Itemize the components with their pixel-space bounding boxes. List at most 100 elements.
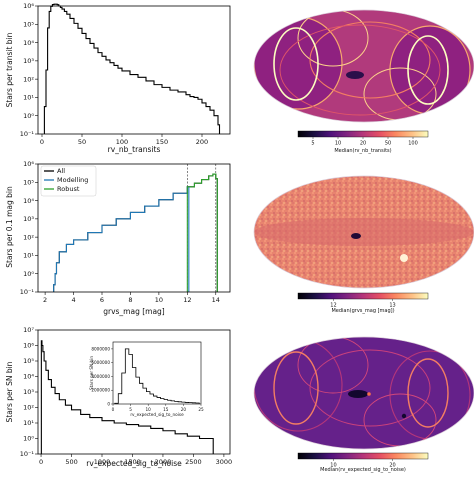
legend-label-robust: Robust [57,185,80,193]
p3-ytick-label: 10⁷ [23,326,34,334]
inset-ytick-label: 6000000 [91,360,110,365]
p3-xtick-label: 1500 [124,458,141,466]
inset-xtick-label: 20 [181,407,187,412]
sky-map-transits-pattern [254,10,474,122]
p3-ytick-label: 10⁻¹ [20,450,35,458]
p2-xtick-label: 14 [212,296,220,304]
colorbar-transits-label: Median(rv_nb_transits) [334,148,391,154]
p1-ytick-label: 10⁰ [23,112,34,120]
p3-xtick-label: 1000 [94,458,111,466]
histogram-panel-sn: Stars per SN bin rv_expected_sig_to_nois… [5,326,232,468]
sky-map-sn-pattern [254,337,474,449]
p1-xlabel: rv_nb_transits [108,145,161,154]
colorbar-grvs-label: Median(grvs_mag [mag]) [331,308,394,314]
inset-ytick-label: 2000000 [91,388,110,393]
p2-ytick-label: 10⁶ [23,160,34,168]
p3-axes-frame [37,329,231,455]
p1-ytick-label: 10⁵ [23,20,34,28]
p2-ytick-label: 10⁰ [23,270,34,278]
p1-ytick-label: 10³ [23,57,34,65]
colorbar-transits-tick-label: 100 [408,141,418,147]
histogram-panel-grvs: Stars per 0.1 mag bin grvs_mag [mag] 10⁻… [5,160,231,316]
p2-xtick-label: 6 [100,296,104,304]
p2-xtick-label: 8 [128,296,132,304]
p2-axes-frame [37,163,231,293]
colorbar-transits-tick-label: 5 [311,141,314,147]
p3-xtick-label: 0 [39,458,43,466]
inset-histogram: 0 5 10 15 20 2502000000400000060000008000000 … [89,341,204,417]
inset-ytick-label: 4000000 [91,374,110,379]
inset-xtick-label: 15 [163,407,169,412]
p2-ytick-label: 10¹ [23,252,34,260]
legend-box [40,165,97,197]
p3-xtick-label: 2500 [185,458,202,466]
colorbar-transits [297,130,429,138]
p3-ytick-label: 10⁶ [23,342,34,350]
p2-ytick-label: 10² [23,233,34,241]
inset-frame [112,341,202,405]
p1-xtick-label: 50 [78,138,86,146]
p3-ytick-label: 10⁵ [23,357,34,365]
p3-ylabel: Stars per SN bin [5,361,14,422]
p2-xlabel: grvs_mag [mag] [103,307,165,316]
p2-ytick-label: 10³ [23,215,34,223]
p2-xtick-label: 12 [183,296,191,304]
p1-xtick-label: 200 [196,138,208,146]
inset-xlabel: rv_expected_sig_to_noise [130,412,184,417]
p1-ylabel: Stars per transit bin [5,32,14,107]
p1-xtick-label: 150 [156,138,168,146]
p1-ytick-label: 10⁻¹ [20,130,35,138]
p1-ytick-label: 10¹ [23,94,34,102]
colorbar-sn [297,452,429,460]
colorbar-transits-tick-label: 20 [360,141,366,147]
inset-ytick-label: 0 [107,402,110,407]
colorbar-sn-tick-label: 10 [330,463,336,469]
inset-series [114,348,200,404]
p1-ytick-label: 10⁶ [23,2,34,10]
p3-xtick-label: 2000 [155,458,172,466]
p1-xtick-label: 100 [116,138,128,146]
p2-ytick-label: 10⁴ [23,197,34,205]
legend-label-all: All [57,167,65,175]
p1-series-hist [43,3,221,134]
p2-ytick-label: 10⁵ [23,178,34,186]
p3-ytick-label: 10² [23,404,34,412]
colorbar-transits-tick-label: 50 [385,141,391,147]
sky-map-sn: 10 20 Median(rv_expected_sig_to_noise) [253,336,474,473]
p2-ylabel: Stars per 0.1 mag bin [5,186,14,268]
colorbar-transits-tick-label: 10 [335,141,341,147]
p1-ytick-label: 10² [23,75,34,83]
p2-series-modelling [53,186,190,292]
legend-label-modelling: Modelling [57,176,88,184]
inset-xtick-label: 25 [198,407,204,412]
p3-xtick-label: 3000 [216,458,233,466]
p3-ytick-label: 10¹ [23,419,34,427]
inset-xtick-label: 10 [146,407,152,412]
p2-xtick-label: 10 [155,296,163,304]
inset-xtick-label: 5 [129,407,132,412]
sky-map-grvs: 12 13 Median(grvs_mag [mag]) [253,175,474,314]
colorbar-grvs-tick-label: 13 [389,303,395,309]
inset-ytick-label: 8000000 [91,346,110,351]
sky-map-grvs-pattern [254,218,474,262]
inset-ylabel: Stars per SN bin [89,356,94,390]
p2-xtick-label: 4 [71,296,75,304]
p2-xtick-label: 2 [43,296,47,304]
p1-axes-frame [37,5,231,135]
colorbar-grvs-tick-label: 12 [330,303,336,309]
p1-ytick-label: 10⁴ [23,39,34,47]
legend: All Modelling Robust [40,165,97,197]
sky-map-transits: 5 10 20 50 100 Median(rv_nb_transits) [253,9,474,154]
colorbar-sn-label: Median(rv_expected_sig_to_noise) [320,467,406,473]
p3-ytick-label: 10⁴ [23,373,34,381]
colorbar-grvs [297,292,429,300]
p2-ytick-label: 10⁻¹ [20,288,35,296]
p1-xtick-label: 0 [40,138,44,146]
p3-xtick-label: 500 [65,458,77,466]
inset-xtick-label: 0 [112,407,115,412]
colorbar-sn-tick-label: 20 [389,463,395,469]
p2-series-robust [186,173,218,292]
p3-ytick-label: 10³ [23,388,34,396]
p3-ytick-label: 10⁰ [23,435,34,443]
